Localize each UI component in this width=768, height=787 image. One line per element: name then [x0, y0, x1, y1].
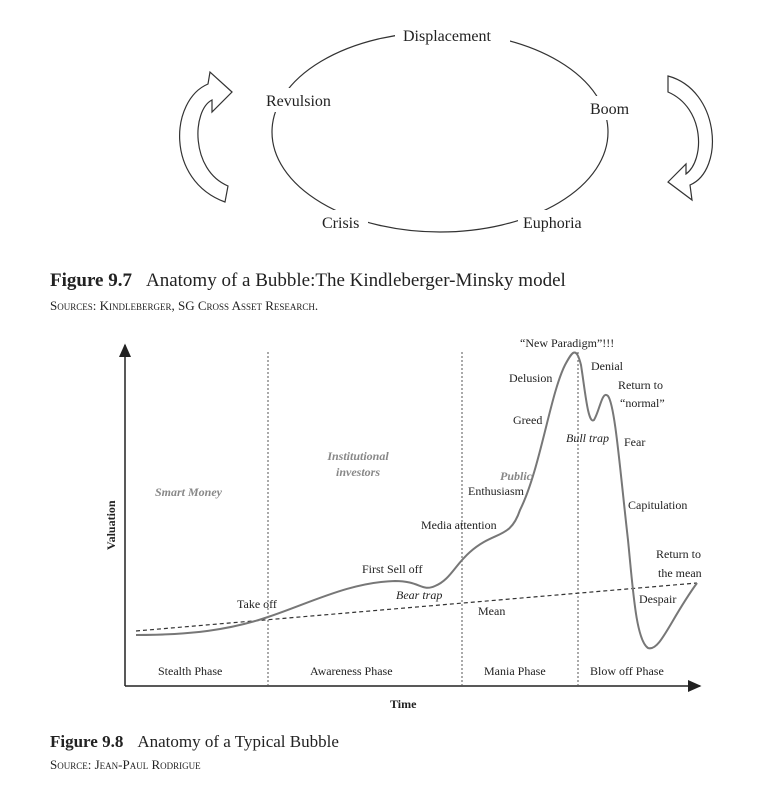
- mean-line: [135, 582, 698, 632]
- label: Enthusiasm: [468, 484, 525, 498]
- investor-institutional: Institutional investors: [326, 449, 389, 479]
- curved-arrow-left-icon: [179, 70, 233, 203]
- figure-9-8-source: Source: Jean-Paul Rodrigue: [50, 757, 201, 772]
- figure-title: Anatomy of a Typical Bubble: [137, 732, 339, 751]
- label: Mean: [478, 604, 505, 618]
- stage-euphoria: Euphoria: [523, 215, 582, 232]
- ylabel: Valuation: [104, 500, 118, 550]
- label: Greed: [513, 413, 542, 427]
- figure-9-7-source: Sources: Kindleberger, SG Cross Asset Re…: [50, 298, 319, 313]
- stage-displacement: Displacement: [403, 28, 492, 45]
- label: Bull trap: [566, 431, 609, 445]
- stage-revulsion: Revulsion: [266, 93, 331, 110]
- label: “normal”: [620, 396, 665, 410]
- label: Fear: [624, 435, 645, 449]
- xlabel: Time: [390, 697, 417, 711]
- cycle-ellipse: [271, 31, 609, 233]
- label: the mean: [658, 566, 702, 580]
- investor-label-line: Institutional: [326, 449, 389, 463]
- figure-number: Figure 9.7: [50, 270, 132, 291]
- figure-9-8-caption: Figure 9.8 Anatomy of a Typical Bubble: [50, 732, 339, 752]
- phase-awareness: Awareness Phase: [310, 664, 393, 678]
- label: Media attention: [421, 518, 497, 532]
- figure-9-7-caption: Figure 9.7 Anatomy of a Bubble:The Kindle…: [50, 270, 566, 292]
- investor-smart-money: Smart Money: [155, 485, 223, 499]
- stage-crisis: Crisis: [322, 215, 359, 232]
- phase-stealth: Stealth Phase: [158, 664, 222, 678]
- label: Despair: [639, 592, 676, 606]
- investor-public: Public: [500, 469, 533, 483]
- label: Denial: [591, 359, 624, 373]
- label: Return to: [618, 378, 663, 392]
- figure-number: Figure 9.8: [50, 732, 124, 751]
- annotations: Take off First Sell off Bear trap Media …: [237, 336, 702, 618]
- label: First Sell off: [362, 562, 422, 576]
- label: Bear trap: [396, 588, 442, 602]
- label: Take off: [237, 597, 277, 611]
- label: “New Paradigm”!!!: [520, 336, 614, 350]
- curved-arrow-right-icon: [667, 75, 714, 202]
- figure-title: Anatomy of a Bubble:The Kindleberger-Min…: [145, 270, 566, 291]
- investor-label-line: investors: [336, 465, 380, 479]
- stage-boom: Boom: [590, 101, 630, 118]
- valuation-curve: [135, 351, 698, 650]
- phase-blowoff: Blow off Phase: [590, 664, 664, 678]
- label: Capitulation: [628, 498, 687, 512]
- label: Return to: [656, 547, 701, 561]
- label: Delusion: [509, 371, 552, 385]
- phase-mania: Mania Phase: [484, 664, 546, 678]
